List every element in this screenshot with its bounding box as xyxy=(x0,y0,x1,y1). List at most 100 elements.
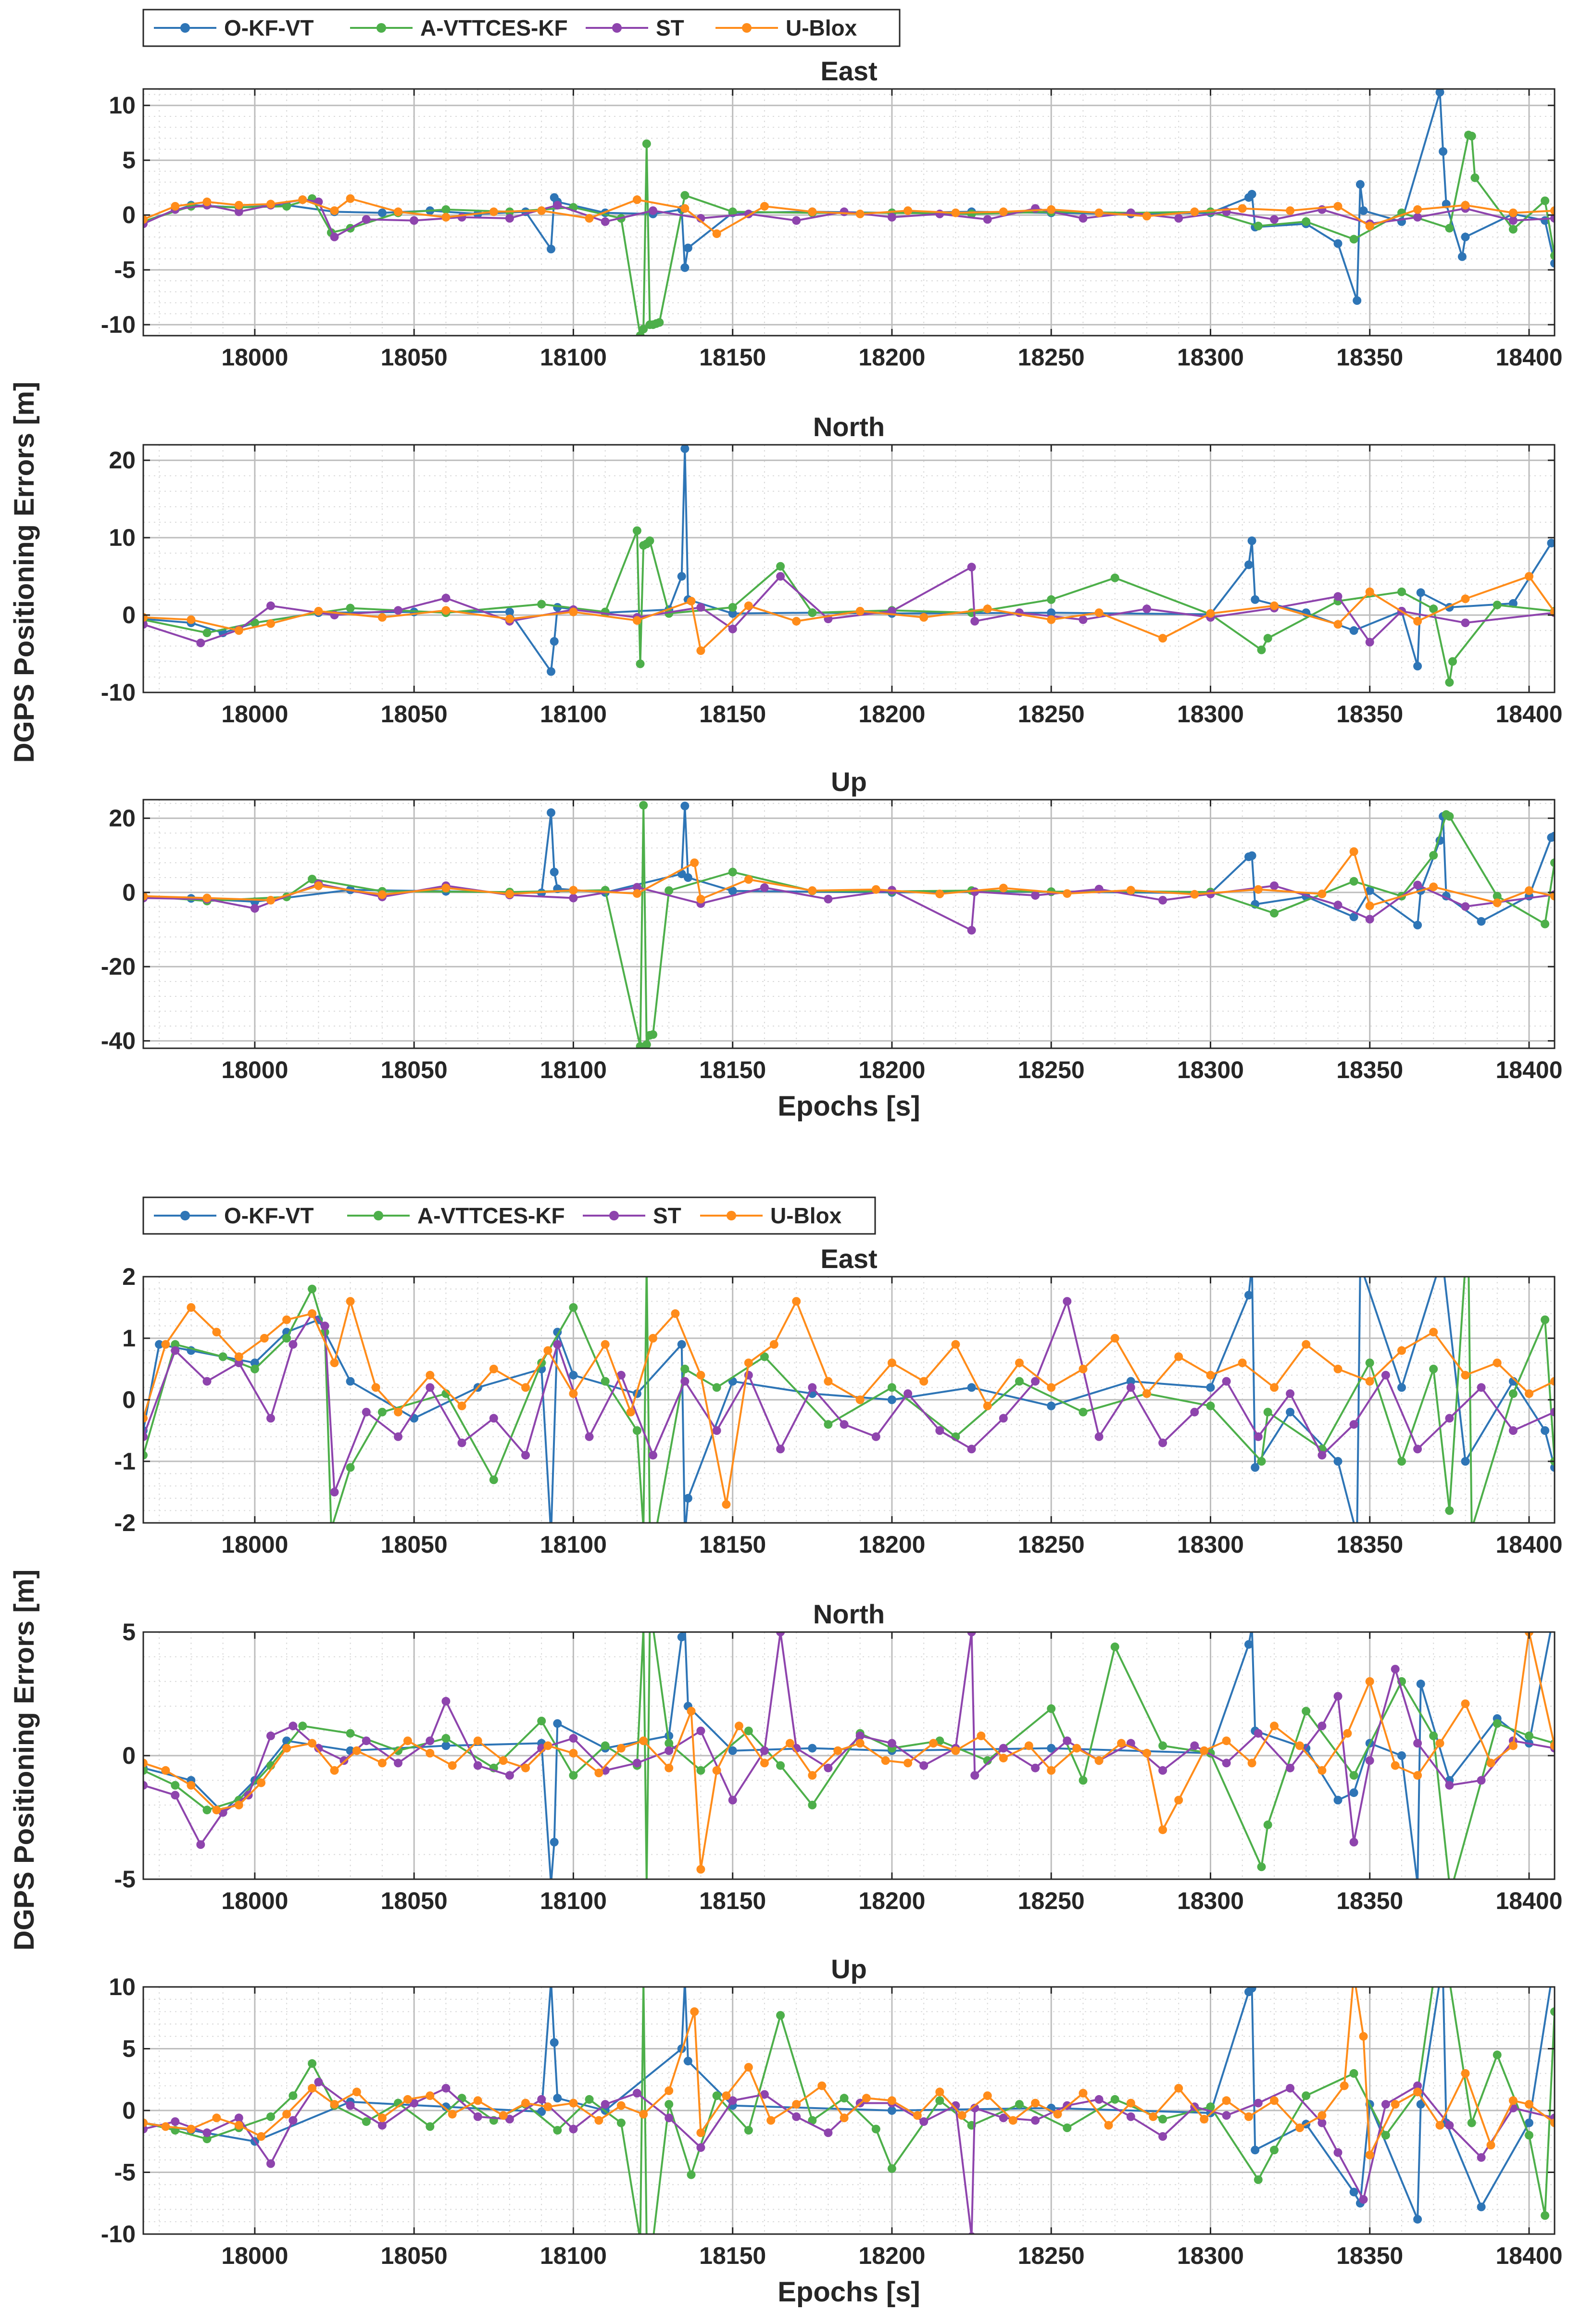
data-point-u-blox xyxy=(1286,206,1295,215)
data-point-a-vttces-kf xyxy=(1493,1719,1502,1728)
data-point-u-blox xyxy=(266,200,275,209)
data-point-o-kf-vt xyxy=(1349,1788,1358,1797)
data-point-a-vttces-kf xyxy=(362,2117,371,2126)
data-point-st xyxy=(728,625,737,633)
data-point-u-blox xyxy=(1047,615,1056,624)
data-point-u-blox xyxy=(260,1334,269,1343)
x-axis-label: Epochs [s] xyxy=(778,2276,920,2308)
data-point-u-blox xyxy=(377,613,387,622)
data-point-a-vttces-kf xyxy=(1541,2211,1550,2220)
data-point-u-blox xyxy=(377,2113,387,2123)
x-tick-label: 18250 xyxy=(1018,1056,1085,1083)
data-point-a-vttces-kf xyxy=(377,1407,387,1417)
x-tick-label: 18250 xyxy=(1018,1531,1085,1558)
x-tick-label: 18400 xyxy=(1495,344,1562,371)
data-point-o-kf-vt xyxy=(1457,252,1467,261)
data-point-a-vttces-kf xyxy=(1047,1704,1056,1713)
data-point-st xyxy=(377,2121,387,2130)
y-tick-label: 20 xyxy=(109,805,136,832)
data-point-a-vttces-kf xyxy=(569,1303,578,1312)
data-point-u-blox xyxy=(1222,2096,1231,2105)
data-point-a-vttces-kf xyxy=(1254,222,1263,230)
data-point-st xyxy=(1094,2095,1104,2104)
data-point-st xyxy=(776,1445,785,1454)
data-point-u-blox xyxy=(919,1377,929,1386)
data-point-a-vttces-kf xyxy=(1541,196,1550,205)
data-point-st xyxy=(1190,1407,1199,1417)
x-tick-label: 18300 xyxy=(1177,701,1244,728)
data-point-a-vttces-kf xyxy=(1349,877,1358,886)
data-point-st xyxy=(601,217,610,226)
series-group xyxy=(143,1987,1555,2234)
data-point-a-vttces-kf xyxy=(1349,2069,1358,2078)
series-group xyxy=(143,445,1555,687)
series-line-u-blox xyxy=(143,198,1555,235)
data-point-a-vttces-kf xyxy=(601,1377,610,1386)
data-point-u-blox xyxy=(983,2091,992,2100)
legend-entry-u-blox: U-Blox xyxy=(700,1203,842,1228)
data-point-u-blox xyxy=(143,892,148,901)
data-point-u-blox xyxy=(616,1744,626,1753)
data-point-a-vttces-kf xyxy=(1429,851,1438,860)
data-point-st xyxy=(1079,214,1088,223)
data-point-st xyxy=(1031,2116,1040,2125)
panel-title: East xyxy=(820,1244,877,1274)
data-point-st xyxy=(1477,1776,1486,1785)
data-point-o-kf-vt xyxy=(683,243,692,252)
x-tick-label: 18100 xyxy=(540,1531,607,1558)
data-point-u-blox xyxy=(792,616,801,626)
x-tick-label: 18300 xyxy=(1177,1531,1244,1558)
data-point-u-blox xyxy=(1461,1370,1470,1380)
x-tick-label: 18350 xyxy=(1336,2242,1403,2269)
data-point-u-blox xyxy=(1493,1358,1502,1368)
data-point-o-kf-vt xyxy=(569,1370,578,1380)
data-point-u-blox xyxy=(1525,1389,1533,1398)
y-tick-label: -2 xyxy=(114,1509,136,1536)
data-point-a-vttces-kf xyxy=(202,2135,212,2144)
data-point-u-blox xyxy=(1015,1358,1024,1368)
data-point-a-vttces-kf xyxy=(696,1766,705,1775)
data-point-u-blox xyxy=(1047,1766,1056,1775)
data-point-o-kf-vt xyxy=(1247,536,1256,545)
data-point-st xyxy=(585,1432,594,1441)
x-tick-label: 18150 xyxy=(699,2242,766,2269)
data-point-u-blox xyxy=(632,616,641,625)
data-point-st xyxy=(999,1744,1008,1753)
data-point-a-vttces-kf xyxy=(639,325,648,334)
data-point-o-kf-vt xyxy=(677,572,686,581)
data-point-u-blox xyxy=(1429,882,1438,892)
data-point-o-kf-vt xyxy=(1349,2187,1358,2197)
data-point-u-blox xyxy=(881,1756,890,1765)
data-point-u-blox xyxy=(1200,1746,1209,1755)
data-point-u-blox xyxy=(314,607,323,616)
x-tick-label: 18350 xyxy=(1336,344,1403,371)
data-point-o-kf-vt xyxy=(1550,259,1555,268)
x-tick-label: 18050 xyxy=(381,2242,448,2269)
data-point-u-blox xyxy=(308,2084,317,2093)
x-tick-label: 18000 xyxy=(221,1531,288,1558)
tick-marks xyxy=(143,445,1555,693)
legend-marker-u-blox xyxy=(742,23,752,33)
data-point-u-blox xyxy=(951,1340,960,1349)
data-point-st xyxy=(1254,2098,1263,2108)
data-point-o-kf-vt xyxy=(550,1837,559,1847)
data-point-st xyxy=(1063,1736,1072,1746)
data-point-u-blox xyxy=(282,2110,291,2119)
data-point-st xyxy=(1031,204,1040,213)
panel-up: 18000 18050 18100 18150 18200 18250 18300 18350… xyxy=(101,1954,1563,2308)
data-point-u-blox xyxy=(161,1766,170,1775)
x-tick-label: 18200 xyxy=(858,1056,925,1083)
data-point-u-blox xyxy=(1270,2096,1279,2105)
data-point-a-vttces-kf xyxy=(760,1352,769,1361)
panel-title: North xyxy=(813,412,885,442)
data-point-a-vttces-kf xyxy=(202,1806,212,1815)
data-point-u-blox xyxy=(521,2098,530,2108)
data-point-u-blox xyxy=(639,2110,648,2119)
data-point-u-blox xyxy=(330,206,339,215)
y-tick-label: 0 xyxy=(122,602,136,628)
data-point-a-vttces-kf xyxy=(642,139,651,148)
x-tick-label: 18000 xyxy=(221,1056,288,1083)
data-point-a-vttces-kf xyxy=(1079,1776,1088,1785)
data-point-st xyxy=(1190,1741,1199,1750)
data-point-st xyxy=(289,2116,298,2125)
